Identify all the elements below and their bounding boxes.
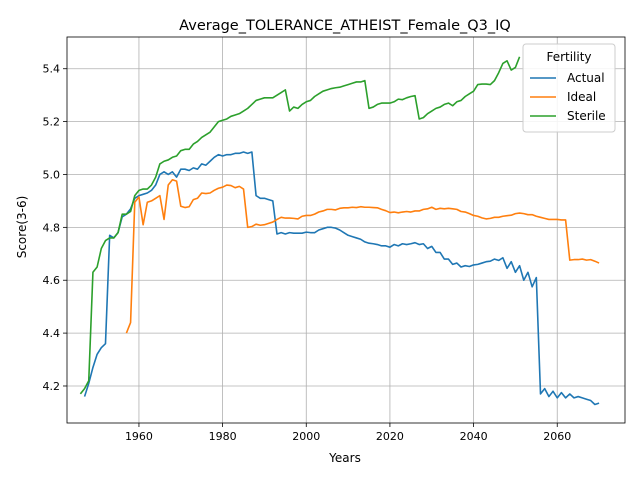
- x-tick-label: 2040: [460, 430, 488, 443]
- legend-entries: Actual Ideal Sterile: [530, 71, 606, 123]
- y-axis-label: Score(3-6): [15, 196, 29, 259]
- y-axis-ticks: 4.2 4.4 4.6 4.8 5.0 5.2 5.4: [43, 63, 67, 393]
- legend-label-sterile: Sterile: [567, 109, 606, 123]
- series-line-ideal: [125, 178, 600, 334]
- y-tick-label: 4.2: [43, 380, 61, 393]
- legend-label-actual: Actual: [567, 71, 605, 85]
- series-lines: [79, 56, 600, 406]
- y-tick-label: 5.0: [43, 168, 61, 181]
- y-tick-label: 5.2: [43, 116, 61, 129]
- y-tick-label: 4.8: [43, 221, 61, 234]
- x-tick-label: 1980: [209, 430, 237, 443]
- x-tick-label: 2020: [376, 430, 404, 443]
- x-axis-ticks: 1960 1980 2000 2020 2040 2060: [125, 423, 571, 443]
- y-tick-label: 4.6: [43, 274, 61, 287]
- x-tick-label: 2060: [543, 430, 571, 443]
- legend-box: [522, 43, 616, 133]
- x-tick-label: 1960: [125, 430, 153, 443]
- series-line-sterile: [79, 56, 521, 395]
- x-axis-label: Years: [328, 451, 361, 465]
- y-tick-label: 4.4: [43, 327, 61, 340]
- legend: Fertility Actual Ideal Sterile: [522, 43, 616, 133]
- series-line-actual: [83, 151, 600, 406]
- y-tick-label: 5.4: [43, 63, 61, 76]
- chart-title: Average_TOLERANCE_ATHEIST_Female_Q3_IQ: [179, 18, 511, 34]
- legend-title: Fertility: [546, 50, 591, 64]
- plot-area-frame: [66, 36, 626, 424]
- legend-label-ideal: Ideal: [567, 90, 596, 104]
- x-tick-label: 2000: [292, 430, 320, 443]
